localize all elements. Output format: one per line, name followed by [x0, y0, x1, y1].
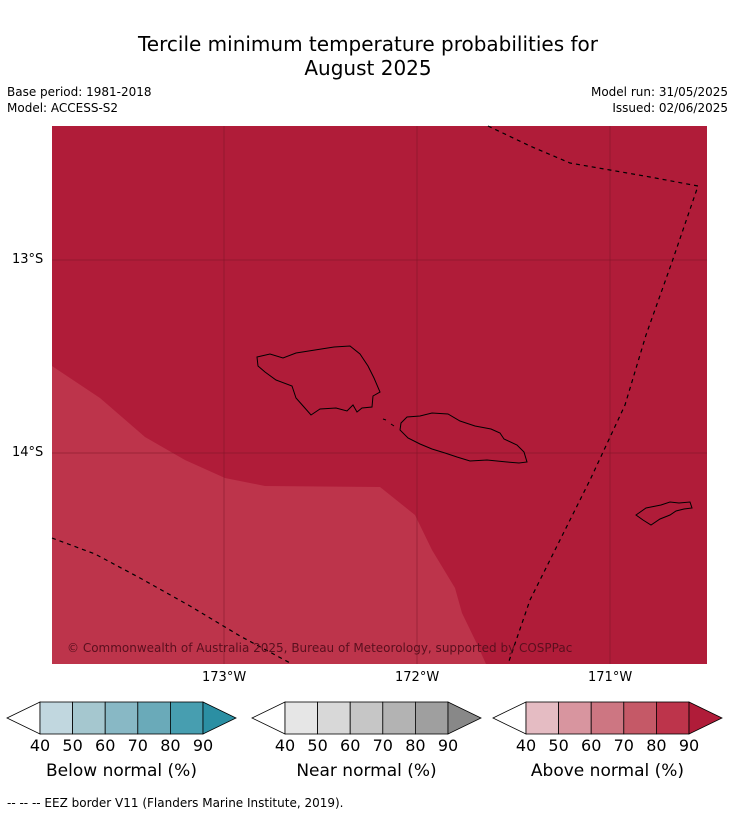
colorbars-group: 40 50 60 70 80 90 40 50 60 70 80 90 40 50 60 70 80 90	[6, 701, 723, 755]
above-normal-title: Above normal (%)	[530, 761, 685, 781]
below-colorbar-tick-label: 50	[62, 736, 82, 755]
above-colorbar-tick-label: 40	[516, 736, 536, 755]
lon-label-171w: 171°W	[588, 670, 633, 685]
near-colorbar-segment	[414, 701, 449, 735]
below-colorbar-tick-label: 80	[160, 736, 180, 755]
near-colorbar-segment	[382, 701, 416, 735]
above-colorbar-tick-label: 60	[581, 736, 601, 755]
issued-label: Issued: 02/06/2025	[612, 101, 728, 115]
tutuila-island	[635, 501, 693, 526]
near-normal-title: Near normal (%)	[296, 761, 437, 781]
above-colorbar: 40 50 60 70 80 90	[492, 701, 723, 755]
above-colorbar-tick-label: 90	[679, 736, 699, 755]
map-title-line2: August 2025	[304, 56, 432, 80]
above-colorbar-tick-label: 50	[548, 736, 568, 755]
below-colorbar-segment	[72, 701, 106, 735]
near-colorbar-tick-label: 90	[438, 736, 458, 755]
below-normal-title: Below normal (%)	[46, 761, 197, 781]
below-colorbar-segment	[104, 701, 139, 735]
below-colorbar-segment	[169, 701, 204, 735]
coastlines	[256, 345, 693, 526]
near-colorbar-segment	[284, 701, 318, 735]
below-colorbar: 40 50 60 70 80 90	[6, 701, 237, 755]
below-colorbar-segment	[39, 701, 73, 735]
near-colorbar-segment	[317, 701, 351, 735]
near-colorbar: 40 50 60 70 80 90	[251, 701, 482, 755]
above-colorbar-segment	[656, 701, 690, 735]
map-panel	[51, 125, 707, 665]
graticule	[52, 126, 707, 664]
eez-footnote: -- -- -- EEZ border V11 (Flanders Marine…	[7, 796, 344, 810]
near-colorbar-tick-label: 80	[405, 736, 425, 755]
eez-border	[51, 125, 699, 665]
below-colorbar-high-extend	[202, 701, 237, 735]
above-colorbar-low-extend	[492, 701, 527, 735]
near-colorbar-tick-label: 70	[373, 736, 393, 755]
below-colorbar-tick-label: 40	[30, 736, 50, 755]
above-colorbar-high-extend	[688, 701, 723, 735]
near-colorbar-segment	[349, 701, 384, 735]
eez-line-east	[487, 125, 699, 665]
above-colorbar-segment	[590, 701, 625, 735]
near-colorbar-tick-label: 60	[340, 736, 360, 755]
above-colorbar-segment	[525, 701, 559, 735]
above-colorbar-tick-label: 70	[614, 736, 634, 755]
above-colorbar-segment	[623, 701, 657, 735]
above-colorbar-tick-label: 80	[646, 736, 666, 755]
base-period-label: Base period: 1981-2018	[7, 85, 152, 99]
model-run-label: Model run: 31/05/2025	[590, 85, 728, 99]
below-colorbar-tick-label: 70	[128, 736, 148, 755]
upolu-island	[399, 412, 528, 464]
near-colorbar-tick-label: 40	[275, 736, 295, 755]
near-colorbar-low-extend	[251, 701, 286, 735]
manono-apolima-islets	[382, 418, 395, 427]
below-colorbar-tick-label: 90	[193, 736, 213, 755]
lon-label-172w: 172°W	[395, 670, 440, 685]
above-colorbar-segment	[558, 701, 592, 735]
copyright-notice: © Commonwealth of Australia 2025, Bureau…	[67, 641, 573, 655]
map-title-line1: Tercile minimum temperature probabilitie…	[137, 32, 599, 56]
near-colorbar-high-extend	[447, 701, 482, 735]
lon-label-173w: 173°W	[202, 670, 247, 685]
model-label: Model: ACCESS-S2	[7, 101, 119, 115]
lat-label-13s: 13°S	[12, 252, 44, 267]
near-colorbar-tick-label: 50	[307, 736, 327, 755]
below-colorbar-tick-label: 60	[95, 736, 115, 755]
below-colorbar-segment	[137, 701, 171, 735]
below-colorbar-low-extend	[6, 701, 41, 735]
lat-label-14s: 14°S	[12, 445, 44, 460]
savaii-island	[256, 345, 381, 416]
